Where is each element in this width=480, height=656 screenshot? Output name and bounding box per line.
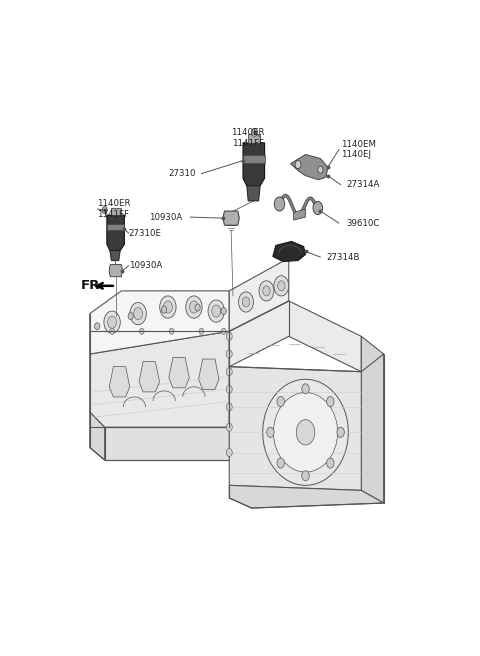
Polygon shape (139, 361, 159, 392)
Polygon shape (107, 224, 124, 230)
Circle shape (108, 316, 117, 328)
Polygon shape (90, 291, 229, 354)
Polygon shape (90, 331, 229, 427)
Polygon shape (105, 427, 229, 460)
Polygon shape (110, 251, 120, 260)
Circle shape (277, 281, 285, 291)
Circle shape (295, 161, 301, 169)
Text: 27314A: 27314A (347, 180, 380, 190)
Circle shape (302, 384, 309, 394)
Text: 27314B: 27314B (326, 253, 360, 262)
Polygon shape (199, 359, 219, 390)
Circle shape (130, 302, 146, 325)
Polygon shape (229, 485, 384, 508)
Polygon shape (107, 215, 124, 251)
Text: 10930A: 10930A (149, 213, 183, 222)
Circle shape (199, 328, 204, 335)
Circle shape (169, 328, 174, 335)
Polygon shape (247, 186, 260, 201)
Circle shape (277, 458, 285, 468)
Polygon shape (229, 367, 361, 491)
Circle shape (267, 427, 274, 438)
Polygon shape (273, 241, 305, 262)
Polygon shape (109, 367, 130, 397)
Circle shape (186, 296, 202, 318)
Circle shape (226, 333, 232, 340)
Circle shape (242, 297, 250, 307)
Polygon shape (229, 258, 289, 331)
Text: 10930A: 10930A (129, 261, 162, 270)
Circle shape (208, 300, 225, 322)
Polygon shape (229, 301, 361, 372)
Circle shape (110, 328, 114, 335)
Circle shape (95, 323, 100, 330)
Circle shape (263, 286, 270, 296)
Circle shape (140, 328, 144, 335)
Circle shape (226, 385, 232, 394)
Polygon shape (110, 208, 120, 215)
Text: 1140EM
1140EJ: 1140EM 1140EJ (341, 140, 376, 159)
Circle shape (296, 420, 315, 445)
Circle shape (252, 128, 258, 136)
Text: 27310: 27310 (168, 169, 196, 178)
Circle shape (190, 301, 198, 313)
Circle shape (302, 471, 309, 481)
Circle shape (226, 423, 232, 431)
Circle shape (274, 276, 289, 296)
Polygon shape (243, 155, 264, 163)
Polygon shape (223, 211, 240, 225)
Circle shape (163, 301, 172, 313)
Circle shape (128, 313, 133, 319)
Circle shape (195, 304, 200, 311)
Text: 27310E: 27310E (129, 229, 162, 237)
Text: 39610C: 39610C (347, 218, 380, 228)
Circle shape (160, 296, 176, 318)
Polygon shape (361, 337, 384, 503)
Circle shape (226, 403, 232, 411)
Circle shape (226, 449, 232, 457)
Polygon shape (109, 264, 122, 277)
Ellipse shape (274, 392, 337, 472)
Ellipse shape (263, 379, 348, 485)
Circle shape (326, 396, 334, 407)
Circle shape (226, 367, 232, 376)
Polygon shape (294, 209, 305, 220)
Polygon shape (90, 412, 105, 460)
Circle shape (274, 197, 285, 211)
Circle shape (326, 458, 334, 468)
Polygon shape (248, 134, 260, 143)
Circle shape (133, 308, 143, 319)
Circle shape (104, 311, 120, 333)
Circle shape (313, 201, 323, 215)
Polygon shape (290, 155, 328, 180)
Circle shape (102, 207, 107, 214)
Text: 1140ER
1141FF: 1140ER 1141FF (97, 199, 131, 218)
Text: 1140ER
1141FF: 1140ER 1141FF (231, 128, 264, 148)
Circle shape (162, 306, 167, 313)
Circle shape (337, 427, 344, 438)
Circle shape (259, 281, 274, 301)
Circle shape (318, 166, 323, 173)
Polygon shape (169, 358, 189, 388)
Circle shape (239, 292, 253, 312)
Circle shape (221, 328, 226, 335)
Circle shape (226, 350, 232, 358)
Circle shape (221, 308, 226, 315)
Circle shape (212, 305, 221, 317)
Circle shape (277, 396, 285, 407)
Text: FR: FR (81, 279, 100, 293)
Polygon shape (243, 143, 264, 186)
